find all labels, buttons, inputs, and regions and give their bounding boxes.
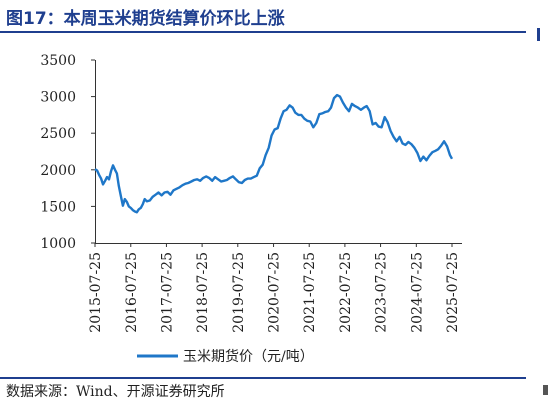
edge-marker-bottom [543, 385, 548, 395]
x-tick-label: 2021-07-25 [302, 252, 318, 333]
legend: 玉米期货价（元/吨） [137, 348, 314, 365]
y-axis: 1000 1500 2000 2500 3000 3500 [40, 53, 96, 252]
y-tick-label: 1500 [40, 199, 76, 215]
x-tick-label: 2015-07-25 [88, 252, 104, 333]
source-note: 数据来源：Wind、开源证券研究所 [6, 384, 225, 400]
y-tick-label: 1000 [40, 236, 76, 252]
y-tick-label: 3000 [40, 90, 76, 106]
edge-marker-top [537, 28, 540, 41]
x-tick-label: 2025-07-25 [445, 252, 461, 333]
x-tick-label: 2022-07-25 [338, 252, 354, 333]
x-tick-label: 2020-07-25 [267, 252, 283, 333]
x-tick-label: 2024-07-25 [409, 252, 425, 333]
x-axis: 2015-07-25 2016-07-25 2017-07-25 2018-07-25… [88, 243, 462, 333]
legend-label: 玉米期货价（元/吨） [183, 348, 314, 365]
y-tick-label: 3500 [40, 53, 76, 69]
footer-divider [0, 377, 526, 379]
series-line-0 [94, 93, 454, 214]
x-tick-label: 2018-07-25 [195, 252, 211, 333]
series-layer [94, 93, 454, 214]
title-divider [0, 31, 526, 33]
x-tick-label: 2019-07-25 [231, 252, 247, 333]
x-tick-label: 2023-07-25 [374, 252, 390, 333]
y-tick-label: 2000 [40, 163, 76, 179]
y-tick-label: 2500 [40, 126, 76, 142]
chart-title: 图17：本周玉米期货结算价环比上涨 [6, 9, 285, 29]
x-tick-label: 2016-07-25 [124, 252, 140, 333]
x-tick-label: 2017-07-25 [159, 252, 175, 333]
